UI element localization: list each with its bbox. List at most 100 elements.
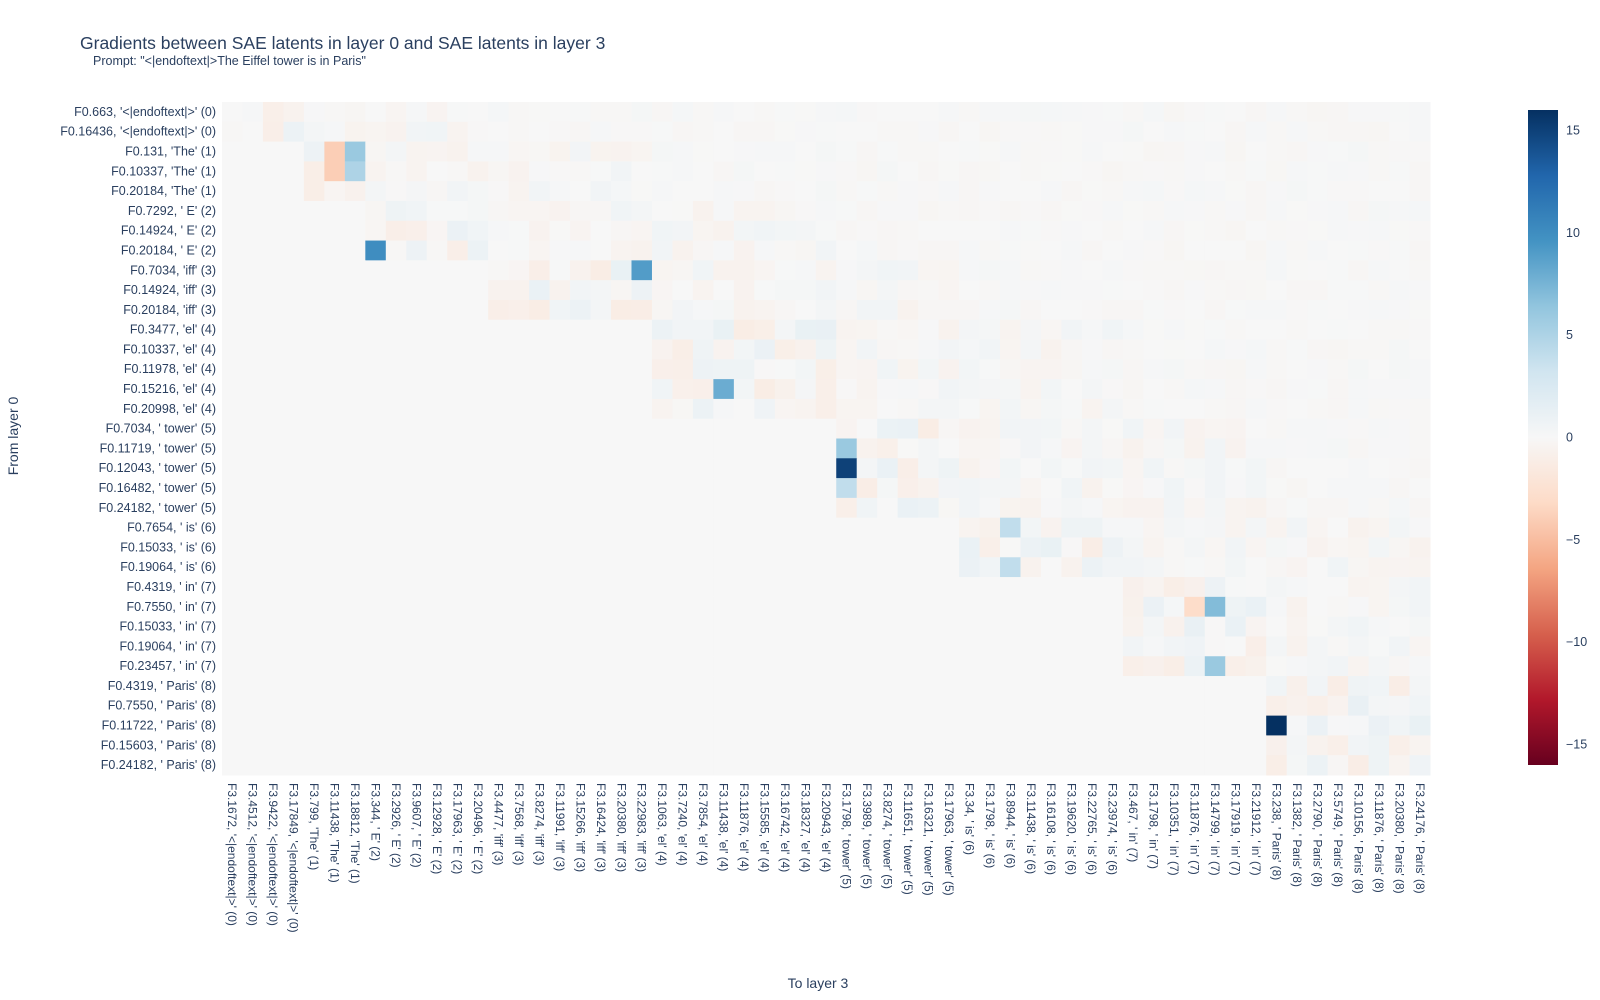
heatmap-cell	[938, 141, 960, 162]
heatmap-cell	[979, 220, 1001, 242]
heatmap-cell	[631, 596, 653, 618]
heatmap-cell	[611, 141, 632, 162]
heatmap-cell	[549, 755, 571, 776]
heatmap-cell	[1122, 418, 1144, 439]
heatmap-cell	[488, 319, 510, 341]
y-tick-label: F0.15033, ' is' (6)	[120, 540, 216, 554]
heatmap-cell	[1000, 398, 1021, 420]
heatmap-cell	[303, 755, 325, 776]
heatmap-cell	[754, 102, 776, 123]
heatmap-cell	[1204, 458, 1226, 479]
heatmap-cell	[1122, 398, 1144, 420]
heatmap-cell	[918, 656, 940, 677]
heatmap-cell	[344, 636, 366, 657]
heatmap-cell	[959, 200, 981, 222]
heatmap-cell	[1102, 418, 1124, 439]
heatmap-cell	[1389, 497, 1411, 519]
heatmap-cell	[324, 280, 346, 301]
heatmap-cell	[1307, 636, 1329, 657]
heatmap-cell	[1368, 379, 1390, 400]
y-tick-label: F0.15603, ' Paris' (8)	[101, 738, 216, 752]
heatmap-cell	[365, 220, 387, 242]
heatmap-cell	[1143, 181, 1165, 202]
heatmap-cell	[385, 161, 407, 182]
heatmap-cell	[529, 596, 551, 618]
heatmap-cell	[1286, 656, 1308, 677]
heatmap-cell	[1143, 339, 1165, 360]
heatmap-cell	[488, 517, 510, 538]
heatmap-cell	[1184, 616, 1206, 637]
heatmap-cell	[1081, 735, 1103, 756]
heatmap-cell	[283, 359, 305, 380]
heatmap-cell	[918, 517, 940, 538]
heatmap-cell	[1327, 438, 1349, 459]
heatmap-cell	[1389, 220, 1411, 242]
heatmap-cell	[303, 656, 325, 677]
heatmap-cell	[1327, 181, 1349, 202]
heatmap-cell	[303, 636, 325, 657]
heatmap-cell	[1409, 676, 1431, 697]
heatmap-cell	[1266, 596, 1288, 618]
heatmap-cell	[262, 379, 284, 400]
heatmap-cell	[651, 478, 673, 499]
heatmap-cell	[918, 695, 940, 717]
heatmap-cell	[672, 577, 694, 598]
heatmap-cell	[733, 735, 755, 756]
heatmap-cell	[1020, 478, 1042, 499]
heatmap-cell	[570, 497, 592, 519]
heatmap-cell	[938, 656, 960, 677]
heatmap-cell	[1389, 200, 1411, 222]
heatmap-cell	[918, 240, 940, 261]
heatmap-cell	[836, 735, 858, 756]
heatmap-cell	[488, 735, 510, 756]
heatmap-cell	[222, 161, 243, 182]
heatmap-cell	[385, 240, 407, 261]
heatmap-cell	[713, 478, 735, 499]
y-tick-label: F0.12043, ' tower' (5)	[99, 461, 216, 475]
heatmap-cell	[365, 418, 387, 439]
heatmap-cell	[549, 200, 571, 222]
heatmap-cell	[1020, 359, 1042, 380]
heatmap-cell	[1040, 517, 1062, 538]
heatmap-cell	[877, 695, 899, 717]
heatmap-cell	[877, 200, 899, 222]
heatmap-cell	[262, 161, 284, 182]
heatmap-cell	[897, 398, 919, 420]
heatmap-cell	[222, 596, 243, 618]
heatmap-cell	[795, 181, 817, 202]
heatmap-cell	[611, 319, 632, 341]
heatmap-cell	[1081, 161, 1103, 182]
heatmap-cell	[651, 280, 673, 301]
heatmap-cell	[222, 398, 243, 420]
heatmap-cell	[672, 398, 694, 420]
heatmap-cell	[754, 537, 776, 558]
heatmap-cell	[631, 497, 653, 519]
heatmap-cell	[1163, 319, 1185, 341]
heatmap-cell	[1184, 596, 1206, 618]
heatmap-cell	[713, 379, 735, 400]
heatmap-cell	[1102, 715, 1124, 736]
heatmap-cell	[815, 418, 837, 439]
heatmap-cell	[529, 398, 551, 420]
x-tick-label: F3.7568, 'iff' (3)	[512, 783, 526, 865]
heatmap-cell	[1020, 636, 1042, 657]
heatmap-cell	[303, 220, 325, 242]
heatmap-cell	[672, 240, 694, 261]
x-tick-label: F3.799, 'The' (1)	[307, 783, 321, 870]
heatmap-cell	[1409, 220, 1431, 242]
heatmap-cell	[324, 319, 346, 341]
heatmap-cell	[1122, 577, 1144, 598]
x-tick-label: F3.18327, 'el' (4)	[799, 783, 813, 872]
heatmap-cell	[1225, 656, 1247, 677]
heatmap-cell	[1000, 260, 1021, 281]
heatmap-cell	[1204, 260, 1226, 281]
heatmap-cell	[549, 181, 571, 202]
heatmap-cell	[406, 537, 428, 558]
heatmap-cell	[959, 438, 981, 459]
heatmap-cell	[1184, 656, 1206, 677]
heatmap-cell	[1225, 577, 1247, 598]
heatmap-cell	[733, 260, 755, 281]
heatmap-cell	[1327, 319, 1349, 341]
heatmap-cell	[365, 557, 387, 578]
heatmap-cell	[1245, 715, 1267, 736]
